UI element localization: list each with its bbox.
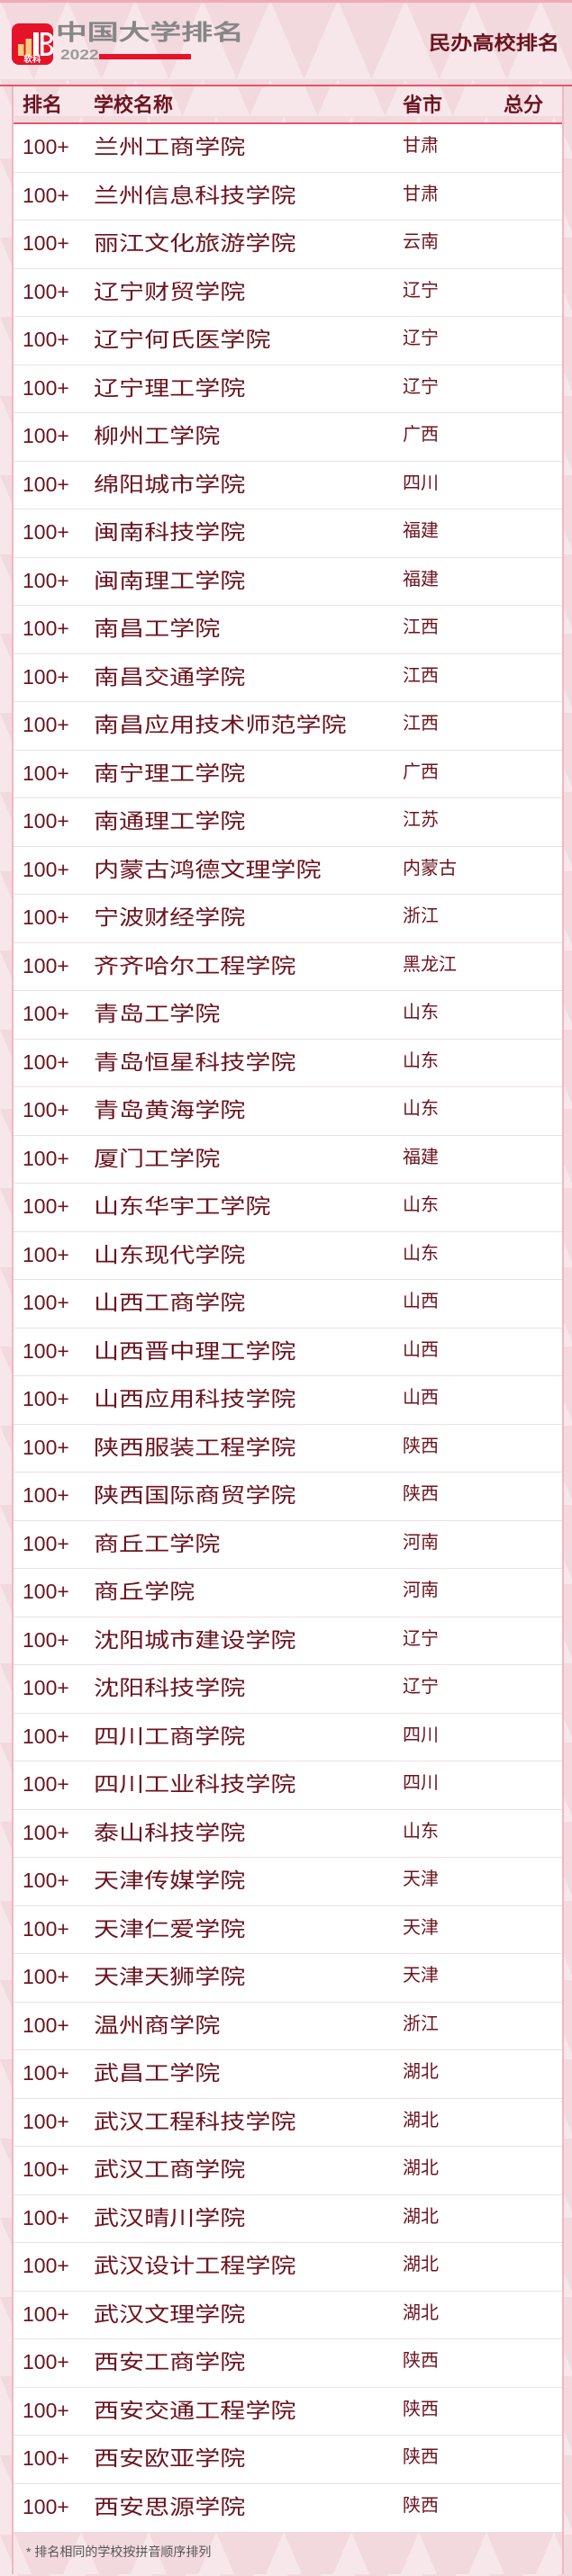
svg-text:软科: 软科 xyxy=(23,54,41,65)
